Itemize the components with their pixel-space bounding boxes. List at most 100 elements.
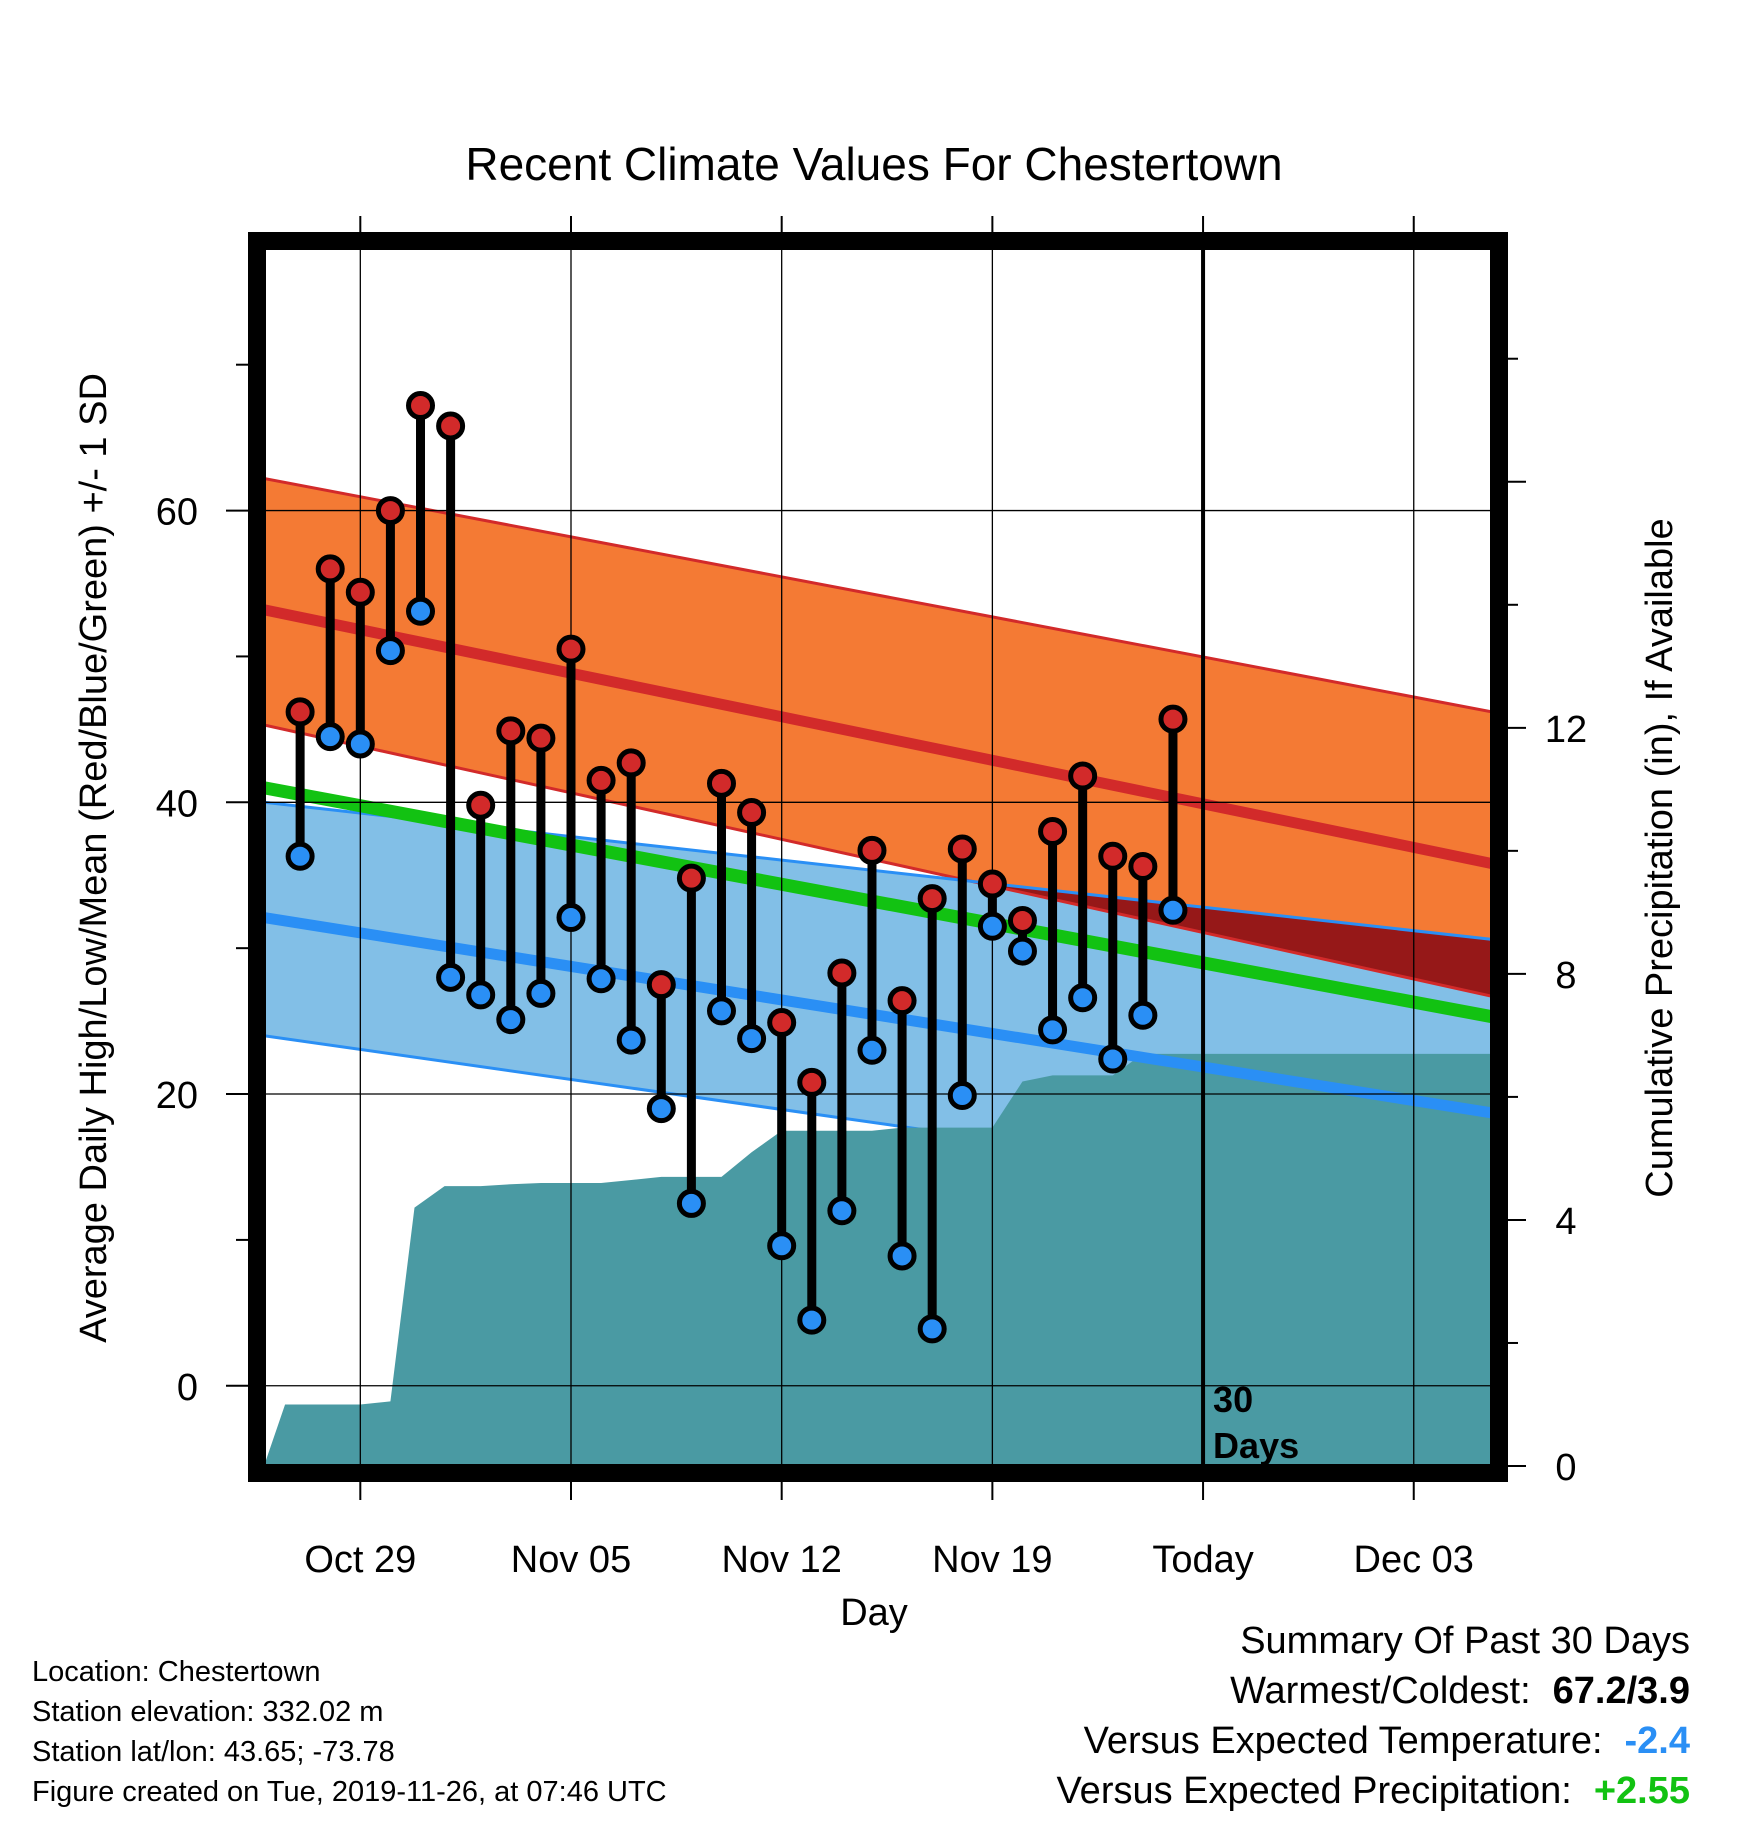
daily-low-point: [556, 903, 586, 933]
daily-high-point: [1158, 704, 1188, 734]
daily-low-point: [436, 962, 466, 992]
summary-temp-row: Versus Expected Temperature: -2.4: [1084, 1720, 1690, 1763]
daily-high-point: [887, 986, 917, 1016]
daily-high-point: [406, 391, 436, 421]
daily-high-point: [1098, 841, 1128, 871]
daily-low-point: [345, 729, 375, 759]
y-tick-label: 0: [177, 1367, 198, 1409]
y-tick-label: 20: [156, 1075, 198, 1117]
daily-high-point: [767, 1008, 797, 1038]
daily-high-point: [1038, 816, 1068, 846]
x-tick-label: Oct 29: [304, 1539, 416, 1581]
daily-low-point: [917, 1314, 947, 1344]
daily-high-point: [706, 768, 736, 798]
daily-low-point: [1098, 1044, 1128, 1074]
daily-low-point: [706, 996, 736, 1026]
daily-high-point: [496, 716, 526, 746]
high-upper-edge: [264, 476, 1492, 714]
y2-tick-label: 0: [1555, 1447, 1576, 1489]
daily-low-point: [586, 964, 616, 994]
precip-label: Versus Expected Precipitation:: [1056, 1770, 1572, 1812]
daily-high-point: [1068, 761, 1098, 791]
daily-low-point: [797, 1305, 827, 1335]
precip-value: +2.55: [1593, 1770, 1690, 1812]
elevation-text: Station elevation: 332.02 m: [32, 1696, 384, 1728]
y2-tick-label: 4: [1555, 1201, 1576, 1243]
daily-high-point: [616, 748, 646, 778]
x-tick-label: Nov 05: [511, 1539, 631, 1581]
daily-low-point: [285, 841, 315, 871]
location-text: Location: Chestertown: [32, 1656, 321, 1688]
daily-low-point: [1068, 983, 1098, 1013]
temp-label: Versus Expected Temperature:: [1083, 1720, 1603, 1762]
daily-low-point: [646, 1094, 676, 1124]
x-tick-label: Dec 03: [1354, 1539, 1474, 1581]
daily-low-point: [616, 1025, 646, 1055]
daily-low-point: [887, 1241, 917, 1271]
latlon-text: Station lat/lon: 43.65; -73.78: [32, 1736, 395, 1768]
daily-high-point: [345, 577, 375, 607]
low-mean-line: [264, 912, 1492, 1119]
daily-high-point: [285, 697, 315, 727]
daily-high-point: [375, 496, 405, 526]
daily-high-point: [436, 411, 466, 441]
y-tick-label: 40: [156, 783, 198, 825]
summary-precip-row: Versus Expected Precipitation: +2.55: [1056, 1770, 1690, 1813]
daily-low-point: [375, 636, 405, 666]
x-tick-label: Nov 19: [932, 1539, 1052, 1581]
daily-low-point: [1007, 936, 1037, 966]
daily-high-point: [466, 790, 496, 820]
daily-low-point: [977, 911, 1007, 941]
daily-low-point: [857, 1035, 887, 1065]
daily-high-point: [1007, 905, 1037, 935]
daily-low-point: [767, 1231, 797, 1261]
daily-high-point: [646, 970, 676, 1000]
daily-high-point: [315, 554, 345, 584]
high-mean-line: [264, 604, 1492, 869]
summary-warmest-row: Warmest/Coldest: 67.2/3.9: [1230, 1670, 1690, 1713]
daily-low-point: [466, 980, 496, 1010]
daily-low-point: [947, 1080, 977, 1110]
mean-line: [264, 781, 1492, 1024]
daily-high-point: [827, 958, 857, 988]
daily-low-point: [496, 1005, 526, 1035]
y-axis-label: Average Daily High/Low/Mean (Red/Blue/Gr…: [73, 373, 115, 1343]
summary-heading: Summary Of Past 30 Days: [1240, 1620, 1690, 1662]
x-tick-label: Today: [1152, 1539, 1253, 1581]
daily-high-point: [586, 765, 616, 795]
y2-axis-label: Cumulative Precipitation (in), If Availa…: [1639, 518, 1681, 1197]
daily-high-point: [917, 884, 947, 914]
daily-high-point: [737, 798, 767, 828]
daily-low-point: [737, 1024, 767, 1054]
x-tick-label: Nov 12: [721, 1539, 841, 1581]
daily-low-point: [827, 1196, 857, 1226]
daily-high-point: [526, 723, 556, 753]
x-axis-label: Day: [840, 1592, 908, 1634]
daily-low-point: [676, 1188, 706, 1218]
y-tick-label: 60: [156, 492, 198, 534]
daily-high-point: [947, 834, 977, 864]
daily-high-point: [977, 869, 1007, 899]
station-info: Location: Chestertown Station elevation:…: [32, 1652, 667, 1812]
daily-high-point: [857, 835, 887, 865]
today-note-line: 30: [1213, 1379, 1253, 1420]
today-note-line: Days: [1213, 1425, 1299, 1466]
daily-low-point: [315, 722, 345, 752]
daily-high-point: [797, 1067, 827, 1097]
daily-low-point: [526, 978, 556, 1008]
daily-high-point: [1128, 851, 1158, 881]
daily-low-point: [1038, 1015, 1068, 1045]
plot-frame: [248, 232, 1508, 1482]
warmest-value: 67.2/3.9: [1552, 1670, 1690, 1712]
warmest-label: Warmest/Coldest:: [1230, 1670, 1531, 1712]
daily-low-point: [1158, 895, 1188, 925]
daily-low-point: [1128, 1000, 1158, 1030]
daily-high-point: [676, 863, 706, 893]
created-text: Figure created on Tue, 2019-11-26, at 07…: [32, 1776, 667, 1808]
chart-title: Recent Climate Values For Chestertown: [465, 138, 1282, 190]
daily-low-point: [406, 596, 436, 626]
y2-tick-label: 8: [1555, 955, 1576, 997]
y2-tick-label: 12: [1545, 709, 1587, 751]
daily-high-point: [556, 634, 586, 664]
